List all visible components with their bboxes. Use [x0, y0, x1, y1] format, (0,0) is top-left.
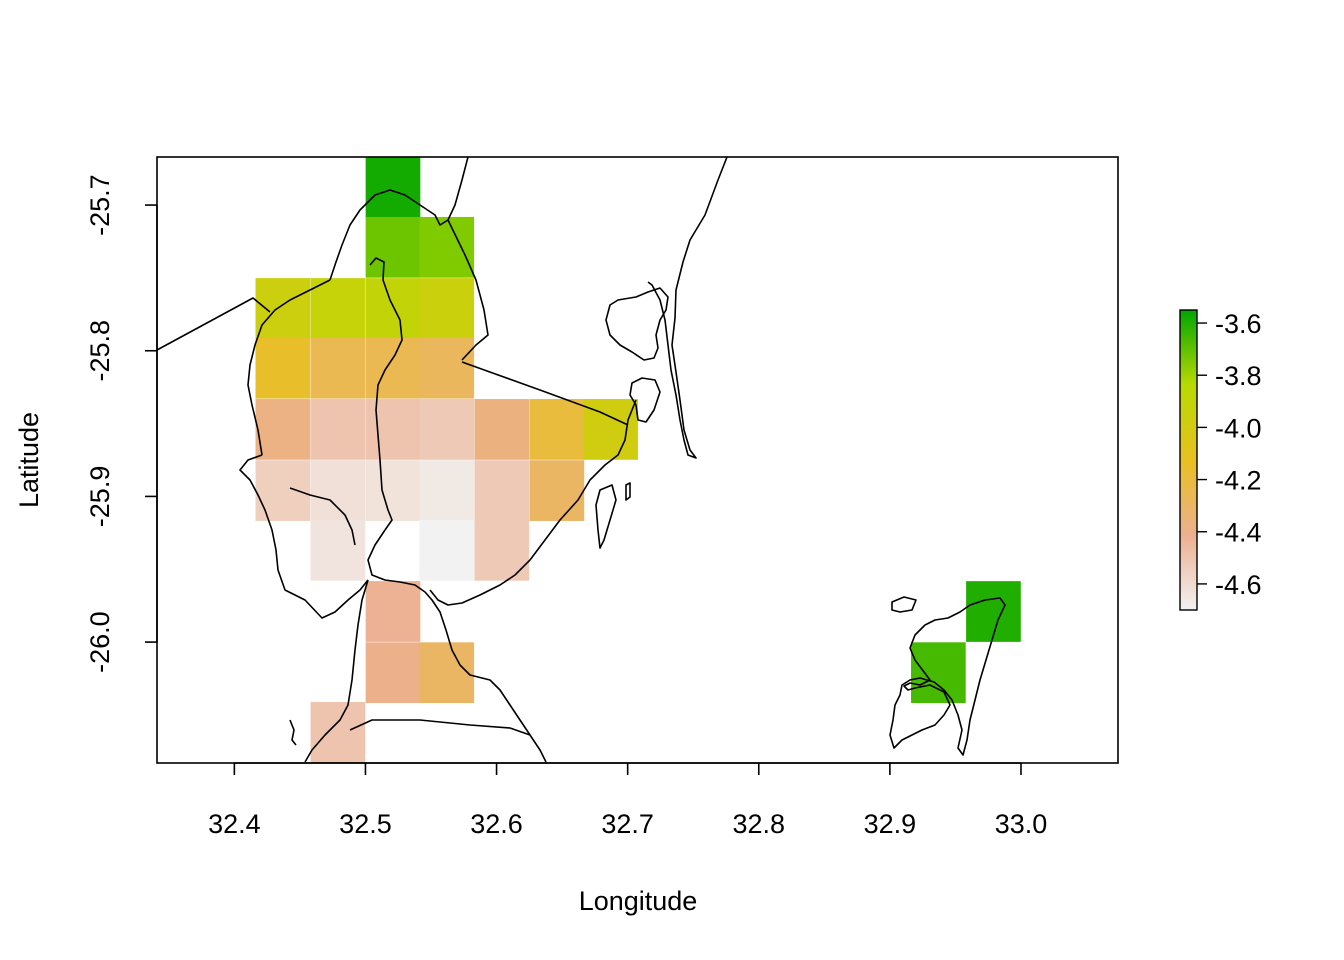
raster-cell	[419, 216, 475, 278]
colorbar-tick-label: -3.8	[1215, 361, 1262, 391]
x-tick-label: 33.0	[995, 809, 1048, 839]
raster-cell	[419, 519, 475, 581]
raster-cell	[310, 278, 366, 339]
island-small-east	[629, 377, 661, 423]
island-inhaca	[889, 597, 1006, 756]
x-tick-label: 32.7	[601, 809, 654, 839]
colorbar-tick-label: -4.6	[1215, 570, 1262, 600]
x-tick-label: 32.8	[732, 809, 785, 839]
colorbar-tick-label: -4.4	[1215, 518, 1262, 548]
colorbar	[1179, 309, 1198, 611]
river-west-2	[369, 257, 403, 531]
river-west-1	[247, 279, 331, 456]
y-tick-label: -25.9	[85, 466, 115, 528]
raster-cell	[365, 278, 421, 339]
raster-cell	[529, 460, 585, 521]
y-axis-title: Latitude	[14, 412, 44, 508]
raster-cell	[365, 399, 421, 460]
river-mid	[239, 454, 369, 619]
border-line-west	[156, 297, 271, 351]
x-tick-label: 32.4	[208, 809, 261, 839]
raster-cell	[310, 337, 366, 399]
x-axis-title: Longitude	[579, 886, 698, 916]
river-inner	[289, 487, 356, 546]
colorbar-ticks: -3.6 -3.8 -4.0 -4.2 -4.4 -4.6	[1197, 309, 1262, 600]
colorbar-tick-label: -4.2	[1215, 466, 1262, 496]
raster-cell	[365, 460, 421, 521]
raster-cell	[255, 278, 311, 339]
island-north	[605, 287, 669, 361]
raster-cell	[255, 399, 311, 460]
raster-cell	[966, 581, 1021, 642]
border-line-south	[349, 719, 531, 736]
raster-cell	[474, 460, 530, 521]
coast-south-west	[289, 719, 297, 746]
coastline-main	[647, 156, 728, 459]
y-tick-labels: -25.7 -25.8 -25.9 -26.0	[85, 174, 115, 673]
raster-cell	[419, 278, 475, 339]
raster-cell	[310, 519, 366, 581]
island-portuguese	[891, 596, 917, 613]
river-north-2	[447, 219, 489, 361]
raster-cell	[365, 581, 421, 642]
raster-cell	[255, 337, 311, 399]
x-axis	[233, 762, 1022, 775]
raster-cell	[419, 337, 475, 399]
raster-cell	[474, 519, 530, 581]
y-tick-label: -26.0	[85, 611, 115, 673]
raster-cell	[419, 460, 475, 521]
raster-cell	[310, 460, 366, 521]
raster-cell	[310, 399, 366, 460]
coastline-bay-west	[429, 399, 637, 606]
border-line-diagonal	[461, 361, 629, 426]
x-tick-label: 32.9	[864, 809, 917, 839]
river-north-1	[329, 156, 469, 281]
raster-cell	[419, 399, 475, 460]
colorbar-tick-label: -3.6	[1215, 309, 1262, 339]
raster-cell	[365, 157, 421, 218]
raster-cell	[419, 642, 475, 704]
raster-cell	[365, 216, 421, 278]
raster-cell	[365, 337, 421, 399]
river-inner-2	[367, 529, 547, 763]
island-bay-2	[625, 482, 631, 501]
colorbar-tick-label: -4.0	[1215, 413, 1262, 443]
coastline-and-borders	[156, 156, 1006, 763]
y-axis	[145, 204, 158, 643]
raster-cell	[365, 642, 421, 704]
raster-cell	[255, 460, 311, 521]
river-south-1	[304, 579, 369, 763]
y-tick-label: -25.7	[85, 174, 115, 236]
island-bay-1	[595, 484, 617, 549]
y-tick-label: -25.8	[85, 320, 115, 382]
raster-cell	[911, 642, 966, 704]
raster-cells	[255, 157, 1021, 763]
raster-cell	[310, 702, 366, 763]
x-tick-labels: 32.4 32.5 32.6 32.7 32.8 32.9 33.0	[208, 809, 1047, 839]
raster-cell	[529, 399, 585, 460]
x-tick-label: 32.5	[339, 809, 392, 839]
raster-cell	[474, 399, 530, 460]
plot-frame	[156, 156, 1119, 764]
x-tick-label: 32.6	[470, 809, 523, 839]
